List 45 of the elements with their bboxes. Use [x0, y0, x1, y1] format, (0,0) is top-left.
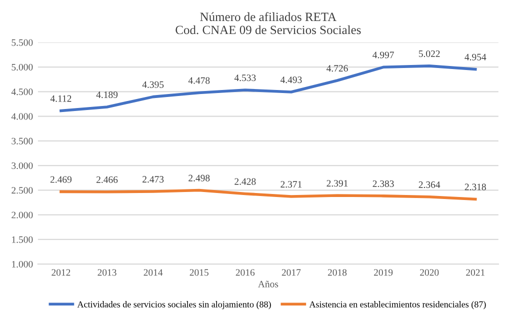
- data-label: 2.498: [188, 174, 210, 182]
- legend-label: Asistencia en establecimientos residenciales (87): [309, 301, 486, 310]
- x-tick-label: 2020: [420, 269, 439, 276]
- data-label: 2.466: [96, 176, 118, 183]
- x-tick-label: 2019: [374, 269, 393, 276]
- x-tick-label: 2015: [190, 269, 208, 276]
- x-axis-title: Años: [258, 280, 278, 288]
- y-tick-label: 4.500: [11, 88, 33, 96]
- data-label: 2.473: [142, 176, 164, 183]
- data-label: 2.469: [50, 176, 72, 183]
- data-label: 2.428: [234, 178, 256, 185]
- x-tick-label: 2016: [236, 269, 255, 276]
- y-tick-label: 3.500: [12, 138, 33, 144]
- x-tick-label: 2013: [98, 269, 116, 276]
- data-label: 4.493: [280, 76, 302, 84]
- data-label: 4.533: [234, 74, 256, 82]
- data-label: 2.364: [418, 181, 440, 188]
- y-tick-label: 2.500: [12, 187, 33, 194]
- x-tick-label: 2021: [466, 269, 485, 276]
- y-tick-label: 5.500: [12, 39, 33, 46]
- data-label: 4.112: [50, 95, 72, 102]
- y-tick-label: 2.000: [12, 212, 33, 218]
- data-label: 4.395: [142, 81, 164, 88]
- data-label: 2.371: [280, 181, 302, 188]
- data-label: 2.318: [464, 184, 486, 190]
- y-tick-label: 1.500: [12, 236, 33, 243]
- legend-label: Actividades de servicios sociales sin alojamiento (88): [77, 301, 271, 310]
- x-tick-label: 2017: [282, 269, 301, 276]
- data-label: 2.391: [326, 180, 348, 187]
- y-tick-label: 5.000: [12, 64, 33, 71]
- y-tick-label: 4.000: [11, 113, 33, 120]
- data-label: 4.189: [96, 91, 118, 98]
- x-tick-label: 2018: [328, 269, 347, 276]
- data-label: 4.478: [188, 77, 210, 84]
- y-tick-label: 1.000: [12, 260, 33, 268]
- line-series: [60, 188, 477, 201]
- data-label: 2.383: [372, 180, 394, 188]
- data-label: 4.997: [372, 52, 394, 58]
- y-tick-label: 3.000: [12, 162, 33, 170]
- data-label: 4.954: [464, 54, 486, 60]
- data-label: 5.022: [418, 50, 440, 58]
- x-tick-label: 2014: [144, 269, 163, 276]
- data-label: 4.726: [326, 65, 348, 72]
- x-tick-label: 2012: [52, 269, 70, 276]
- chart-title: Número de afiliados RETA Cod. CNAE 09 de Servicios Sociales: [176, 12, 361, 34]
